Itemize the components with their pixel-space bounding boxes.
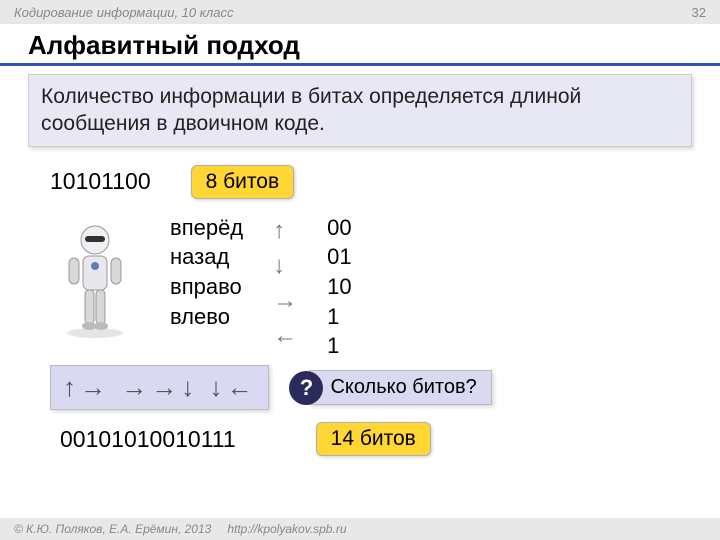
arrow-sequence: ↑→ →→↓ ↓← xyxy=(50,365,269,410)
codes-column: 00 01 10 1 1 xyxy=(327,213,351,361)
example1-row: 10101100 8 битов xyxy=(0,159,720,205)
question-mark-icon: ? xyxy=(289,371,323,405)
question-text: Сколько битов? xyxy=(309,370,491,405)
title-underline xyxy=(0,63,720,66)
example2-row: 00101010010111 14 битов xyxy=(0,410,720,456)
arrows-column: ↑ ↓ → ← xyxy=(273,213,297,350)
code-2: 10 xyxy=(327,272,351,302)
footer-link: http://kpolyakov.spb.ru xyxy=(227,522,346,536)
course-label: Кодирование информации, 10 класс xyxy=(14,5,233,20)
cmd-back: назад xyxy=(170,242,243,272)
arrow-up-icon: ↑ xyxy=(273,217,297,245)
code-0: 00 xyxy=(327,213,351,243)
robot-image xyxy=(50,213,140,343)
info-box: Количество информации в битах определяет… xyxy=(28,74,692,147)
page-number: 32 xyxy=(692,5,706,20)
cmd-forward: вперёд xyxy=(170,213,243,243)
binary2: 00101010010111 xyxy=(60,426,236,453)
arrow-down-icon: ↓ xyxy=(273,252,297,280)
copyright: © К.Ю. Поляков, Е.А. Ерёмин, 2013 xyxy=(14,522,211,536)
sequence-row: ↑→ →→↓ ↓← ? Сколько битов? xyxy=(0,361,720,410)
page-title: Алфавитный подход xyxy=(0,24,720,63)
cmd-left: влево xyxy=(170,302,243,332)
code-4: 1 xyxy=(327,331,351,361)
arrow-left-icon: ← xyxy=(273,322,297,350)
binary1: 10101100 xyxy=(50,168,151,195)
code-3: 1 xyxy=(327,302,351,332)
arrow-right-icon: → xyxy=(273,287,297,315)
footer-bar: © К.Ю. Поляков, Е.А. Ерёмин, 2013 http:/… xyxy=(0,518,720,540)
bits-badge-2: 14 битов xyxy=(316,422,431,456)
code-1: 01 xyxy=(327,242,351,272)
cmd-right: вправо xyxy=(170,272,243,302)
commands-section: вперёд назад вправо влево ↑ ↓ → ← 00 01 … xyxy=(0,205,720,361)
question-wrap: ? Сколько битов? xyxy=(289,370,491,405)
commands-list: вперёд назад вправо влево xyxy=(170,213,243,332)
bits-badge-1: 8 битов xyxy=(191,165,295,199)
header-bar: Кодирование информации, 10 класс 32 xyxy=(0,0,720,24)
